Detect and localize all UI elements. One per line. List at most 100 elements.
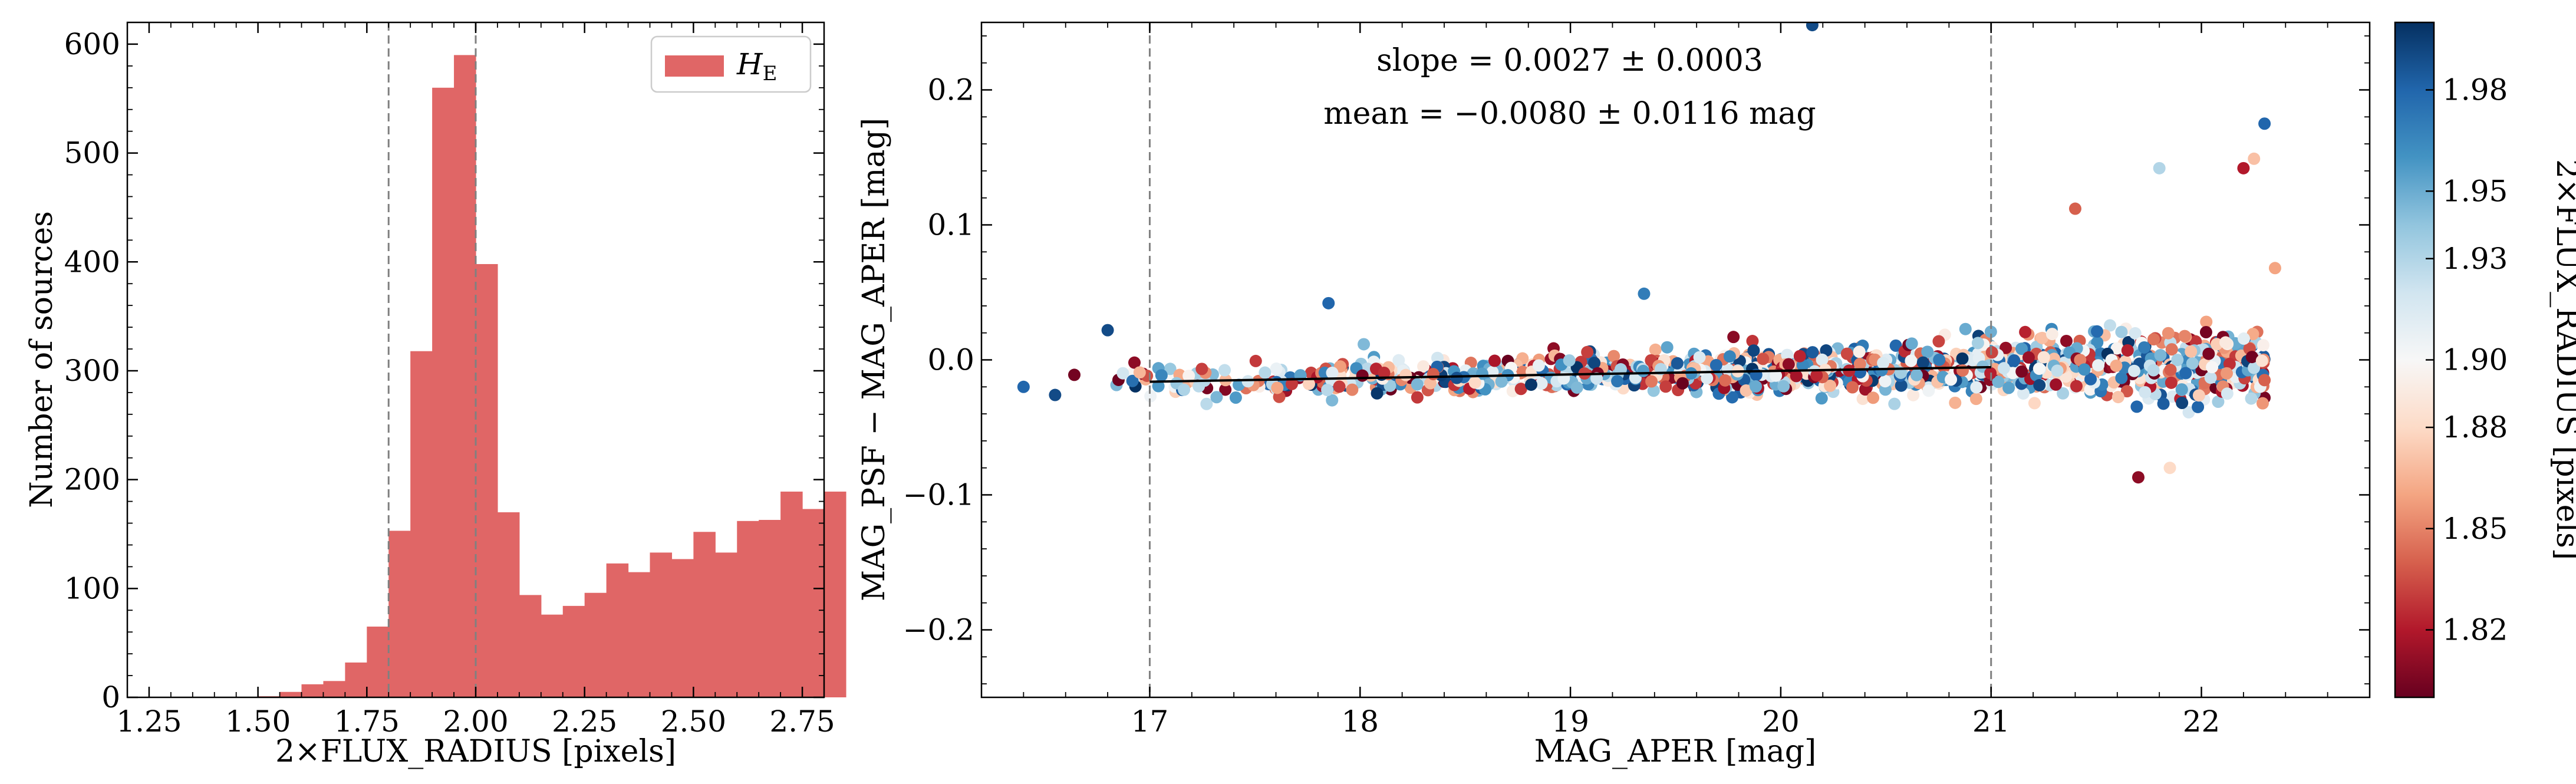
scatter-point: [1945, 373, 1958, 386]
scatter-x-ticks: 17 18 19 20 21 22: [981, 22, 2370, 739]
scatter-point: [1649, 343, 1662, 356]
y-tick-label: 200: [64, 463, 120, 497]
scatter-point: [1378, 366, 1391, 379]
scatter-point: [1326, 394, 1339, 407]
scatter-point: [1200, 397, 1213, 410]
x-tick-label: 19: [1551, 704, 1589, 739]
scatter-point: [1637, 364, 1650, 377]
histogram-bar: [432, 87, 454, 698]
scatter-point: [2111, 391, 2124, 404]
scatter-point: [1638, 287, 1651, 300]
scatter-point: [1285, 377, 1298, 390]
scatter-point: [1806, 22, 1819, 32]
scatter-point: [1399, 368, 1412, 381]
scatter-point: [1570, 381, 1583, 394]
scatter-point: [2212, 396, 2225, 409]
mean-annotation: mean = −0.0080 ± 0.0116 mag: [1323, 96, 1816, 131]
scatter-point: [2130, 400, 2143, 413]
scatter-point: [1178, 383, 1191, 396]
scatter-point: [1229, 391, 1242, 404]
histogram-bar: [388, 531, 411, 697]
scatter-point: [1358, 338, 1371, 351]
scatter-point: [1727, 331, 1740, 344]
scatter-point: [1195, 363, 1208, 375]
colorbar-tick-label: 1.95: [2442, 174, 2508, 208]
histogram-y-ticks: 0 100 200 300 400 500 600: [64, 22, 824, 714]
scatter-point: [1346, 383, 1359, 396]
scatter-point: [1747, 344, 1760, 357]
scatter-point: [1922, 384, 1935, 397]
y-tick-label: 0.1: [927, 208, 974, 242]
scatter-point: [1905, 354, 1918, 367]
scatter-x-label: MAG_APER [mag]: [1534, 734, 1817, 769]
scatter-point: [1333, 380, 1346, 393]
scatter-point: [1746, 335, 1759, 348]
y-tick-label: 500: [64, 136, 120, 170]
scatter-point: [2129, 327, 2142, 340]
scatter-point: [1793, 350, 1806, 363]
colorbar-tick-label: 1.82: [2442, 613, 2508, 647]
x-tick-label: 20: [1762, 704, 1800, 739]
scatter-point: [2268, 262, 2281, 275]
histogram-bar: [824, 491, 846, 697]
scatter-point: [2110, 342, 2123, 355]
scatter-point: [1017, 380, 1030, 393]
scatter-point: [2165, 343, 2178, 356]
scatter-point: [2221, 367, 2234, 380]
scatter-point: [2200, 315, 2213, 328]
scatter-point: [2017, 387, 2030, 400]
scatter-point: [1581, 345, 1594, 358]
colorbar-ticks: 1.82 1.85 1.88 1.90 1.93 1.95 1.98: [2426, 73, 2508, 647]
scatter-point: [2171, 354, 2184, 367]
scatter-point: [2175, 383, 2188, 396]
histogram-bar: [671, 559, 694, 697]
scatter-point: [1322, 297, 1335, 309]
scatter-point: [1068, 368, 1081, 381]
scatter-point: [2258, 374, 2271, 387]
scatter-point: [2157, 397, 2170, 410]
scatter-point: [2248, 152, 2261, 165]
scatter-point: [2035, 331, 2048, 344]
scatter-point: [1770, 369, 1783, 382]
scatter-point: [1116, 367, 1129, 380]
x-tick-label: 1.25: [116, 704, 182, 739]
scatter-point: [1992, 375, 2005, 388]
scatter-point: [1241, 375, 1254, 388]
scatter-point: [2245, 351, 2258, 364]
scatter-point: [1933, 353, 1946, 366]
scatter-point: [1218, 364, 1231, 377]
scatter-point: [1777, 380, 1790, 393]
scatter-point: [1126, 374, 1139, 387]
scatter-point: [1970, 381, 1983, 394]
scatter-point: [2219, 336, 2232, 349]
y-tick-label: 100: [64, 571, 120, 605]
scatter-point: [1101, 324, 1114, 337]
scatter-point: [1219, 383, 1232, 396]
y-tick-label: −0.1: [903, 478, 974, 512]
scatter-point: [1701, 372, 1714, 385]
scatter-point: [1709, 359, 1722, 372]
histogram-bars: [258, 55, 846, 698]
y-tick-label: 0: [101, 680, 120, 714]
scatter-point: [1969, 393, 1982, 406]
x-tick-label: 2.50: [661, 704, 726, 739]
scatter-point: [2050, 378, 2063, 391]
colorbar-tick-label: 1.88: [2442, 410, 2508, 444]
histogram-bar: [541, 614, 564, 697]
x-tick-label: 2.00: [443, 704, 508, 739]
scatter-point: [2237, 162, 2250, 174]
scatter-point: [1740, 384, 1753, 397]
scatter-point: [2199, 326, 2212, 339]
scatter-point: [2115, 371, 2128, 384]
scatter-point: [2237, 332, 2250, 345]
histogram-bar: [279, 691, 302, 697]
scatter-point: [1790, 370, 1803, 383]
scatter-point: [2164, 363, 2177, 376]
scatter-point: [1895, 379, 1908, 392]
scatter-point: [1411, 378, 1424, 391]
scatter-point: [1488, 354, 1501, 367]
y-tick-label: −0.2: [903, 613, 974, 647]
scatter-point: [1676, 377, 1689, 390]
scatter-point: [1781, 348, 1794, 361]
